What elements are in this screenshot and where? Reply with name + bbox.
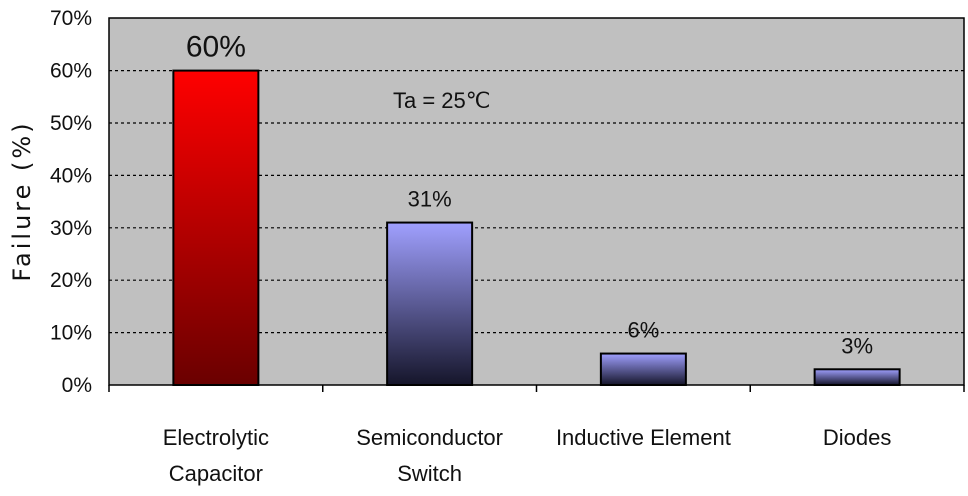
bar	[599, 352, 687, 386]
temperature-annotation: Ta = 25℃	[393, 88, 491, 113]
data-labels: 60% 31% 6% 3%	[186, 31, 873, 359]
y-tick-label: 40%	[50, 164, 92, 187]
y-tick-label: 20%	[50, 269, 92, 292]
category-label: Semiconductor	[356, 425, 503, 450]
y-tick-label: 60%	[50, 60, 92, 83]
category-label: Electrolytic	[163, 425, 269, 450]
category-label: Switch	[397, 461, 462, 486]
y-tick-label: 70%	[50, 7, 92, 30]
category-label: Inductive Element	[556, 425, 731, 450]
x-axis	[108, 385, 965, 392]
category-label: Diodes	[823, 425, 891, 450]
bar	[813, 368, 901, 386]
category-labels: Electrolytic Capacitor Semiconductor Switch…	[163, 425, 892, 486]
gridlines	[109, 69, 964, 334]
data-label: 31%	[408, 187, 452, 212]
y-tick-label: 30%	[50, 217, 92, 240]
y-tick-label: 10%	[50, 322, 92, 345]
bar	[386, 221, 474, 386]
data-label: 6%	[627, 318, 659, 343]
y-axis-label: Failure (%)	[8, 120, 36, 281]
data-label: 60%	[186, 31, 246, 64]
y-axis-ticks: 0% 10% 20% 30% 40% 50% 60% 70%	[50, 7, 92, 397]
bars	[172, 69, 901, 386]
y-tick-label: 50%	[50, 112, 92, 135]
bar	[172, 69, 260, 386]
data-label: 3%	[841, 333, 873, 358]
y-tick-label: 0%	[62, 374, 92, 397]
category-label: Capacitor	[169, 461, 263, 486]
